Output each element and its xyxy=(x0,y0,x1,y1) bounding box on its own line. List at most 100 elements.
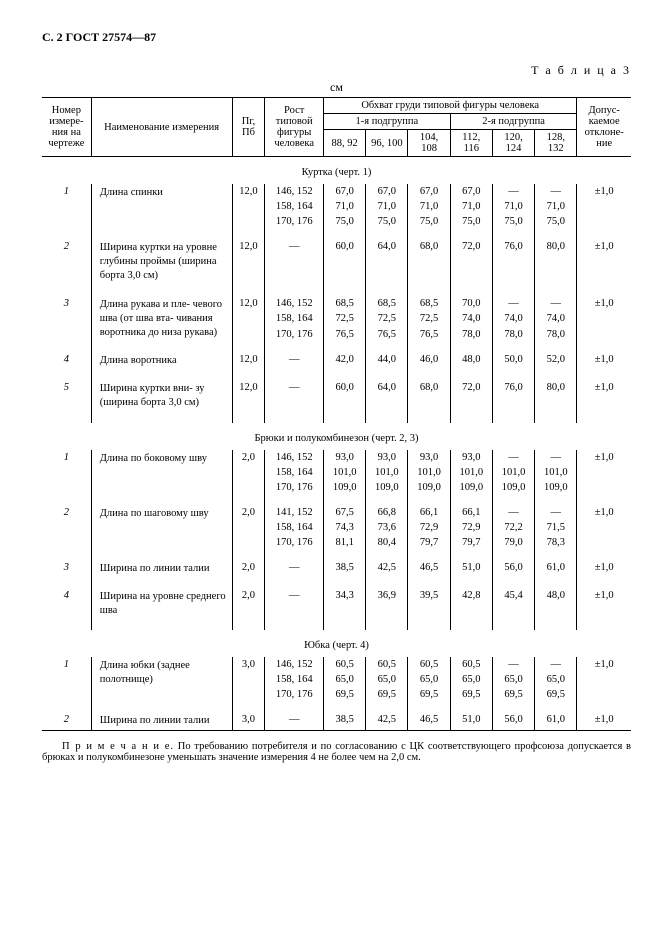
row-value: 93,0 xyxy=(366,450,408,465)
row-value: — xyxy=(535,450,577,465)
row-value: 109,0 xyxy=(366,480,408,495)
row-pg: 12,0 xyxy=(232,352,265,370)
row-value: 67,0 xyxy=(408,184,450,199)
row-rost: — xyxy=(265,712,324,731)
row-index: 2 xyxy=(42,239,91,286)
row-value: 101,0 xyxy=(408,465,450,480)
row-value: — xyxy=(535,184,577,199)
row-value: 75,0 xyxy=(324,214,366,229)
row-value: 56,0 xyxy=(492,712,534,731)
table-body: Куртка (черт. 1)1Длина спинки12,0146, 15… xyxy=(42,157,631,731)
row-value: 76,5 xyxy=(408,327,450,343)
row-rost: 146, 152 xyxy=(265,296,324,312)
row-value: 78,0 xyxy=(535,327,577,343)
row-rost: — xyxy=(265,352,324,370)
row-rost: 158, 164 xyxy=(265,672,324,687)
row-tolerance: ±1,0 xyxy=(577,560,631,578)
row-value: 75,0 xyxy=(450,214,492,229)
note-label: П р и м е ч а н и е. xyxy=(62,741,174,752)
row-name: Длина по шаговому шву xyxy=(91,505,232,550)
row-value: 39,5 xyxy=(408,588,450,620)
row-value: — xyxy=(492,657,534,672)
row-tolerance: ±1,0 xyxy=(577,505,631,550)
row-value: 69,5 xyxy=(535,687,577,702)
row-value: 80,4 xyxy=(366,535,408,550)
row-pg: 12,0 xyxy=(232,239,265,286)
row-value: 101,0 xyxy=(492,465,534,480)
row-value: 93,0 xyxy=(324,450,366,465)
row-index: 1 xyxy=(42,184,91,229)
row-value: 60,5 xyxy=(366,657,408,672)
row-value: 34,3 xyxy=(324,588,366,620)
subgroup-2: 2-я подгруппа xyxy=(450,114,577,130)
row-index: 3 xyxy=(42,560,91,578)
row-rost: 141, 152 xyxy=(265,505,324,520)
row-value: 65,0 xyxy=(535,672,577,687)
row-value: — xyxy=(535,296,577,312)
row-value: 72,9 xyxy=(450,520,492,535)
row-value: 61,0 xyxy=(535,560,577,578)
row-value: 60,5 xyxy=(324,657,366,672)
footnote: П р и м е ч а н и е. По требованию потре… xyxy=(42,741,631,763)
row-value: — xyxy=(492,505,534,520)
table-number: Т а б л и ц а 3 xyxy=(42,63,631,78)
row-value: 50,0 xyxy=(492,352,534,370)
row-index: 5 xyxy=(42,380,91,412)
row-value: 79,0 xyxy=(492,535,534,550)
row-value: 45,4 xyxy=(492,588,534,620)
row-name: Ширина по линии талии xyxy=(91,560,232,578)
row-tolerance: ±1,0 xyxy=(577,380,631,412)
row-value: — xyxy=(492,296,534,312)
row-rost: 158, 164 xyxy=(265,520,324,535)
row-rost: 170, 176 xyxy=(265,535,324,550)
row-name: Ширина по линии талии xyxy=(91,712,232,731)
table-head: Номер измере- ния на чертеже Наименовани… xyxy=(42,98,631,157)
row-value: 66,1 xyxy=(408,505,450,520)
row-value: — xyxy=(535,505,577,520)
row-value: 69,5 xyxy=(492,687,534,702)
row-pg: 12,0 xyxy=(232,380,265,412)
row-name: Длина воротника xyxy=(91,352,232,370)
row-value: 74,0 xyxy=(450,311,492,327)
row-value: 48,0 xyxy=(450,352,492,370)
row-value: 69,5 xyxy=(366,687,408,702)
row-value: 75,0 xyxy=(492,214,534,229)
row-pg: 12,0 xyxy=(232,184,265,229)
row-value: — xyxy=(535,657,577,672)
row-value: 101,0 xyxy=(450,465,492,480)
row-name: Длина рукава и пле- чевого шва (от шва в… xyxy=(91,296,232,343)
row-value: 65,0 xyxy=(408,672,450,687)
row-value: 72,0 xyxy=(450,239,492,286)
row-value: 67,0 xyxy=(324,184,366,199)
row-value: 52,0 xyxy=(535,352,577,370)
row-value: 72,5 xyxy=(324,311,366,327)
row-value: 101,0 xyxy=(324,465,366,480)
row-value: 109,0 xyxy=(450,480,492,495)
row-value: 68,5 xyxy=(408,296,450,312)
row-name: Ширина куртки вни- зу (ширина борта 3,0 … xyxy=(91,380,232,412)
row-tolerance: ±1,0 xyxy=(577,588,631,620)
row-value: 42,0 xyxy=(324,352,366,370)
row-pg: 2,0 xyxy=(232,505,265,550)
row-value: 93,0 xyxy=(450,450,492,465)
col-g6: 128, 132 xyxy=(535,130,577,157)
row-value: 48,0 xyxy=(535,588,577,620)
row-tolerance: ±1,0 xyxy=(577,657,631,702)
row-name: Длина юбки (заднее полотнище) xyxy=(91,657,232,702)
row-value: 66,1 xyxy=(450,505,492,520)
row-value: 79,7 xyxy=(408,535,450,550)
row-pg: 12,0 xyxy=(232,296,265,343)
row-rost: — xyxy=(265,588,324,620)
row-value: 72,9 xyxy=(408,520,450,535)
col-g4: 112, 116 xyxy=(450,130,492,157)
row-tolerance: ±1,0 xyxy=(577,184,631,229)
row-value: 68,0 xyxy=(408,239,450,286)
unit-label: см xyxy=(42,80,631,95)
row-value: 69,5 xyxy=(450,687,492,702)
row-value: 101,0 xyxy=(366,465,408,480)
row-name: Длина по боковому шву xyxy=(91,450,232,495)
row-value: 71,0 xyxy=(324,199,366,214)
row-value: 42,5 xyxy=(366,560,408,578)
row-index: 2 xyxy=(42,712,91,731)
section-title: Брюки и полукомбинезон (черт. 2, 3) xyxy=(42,423,631,450)
